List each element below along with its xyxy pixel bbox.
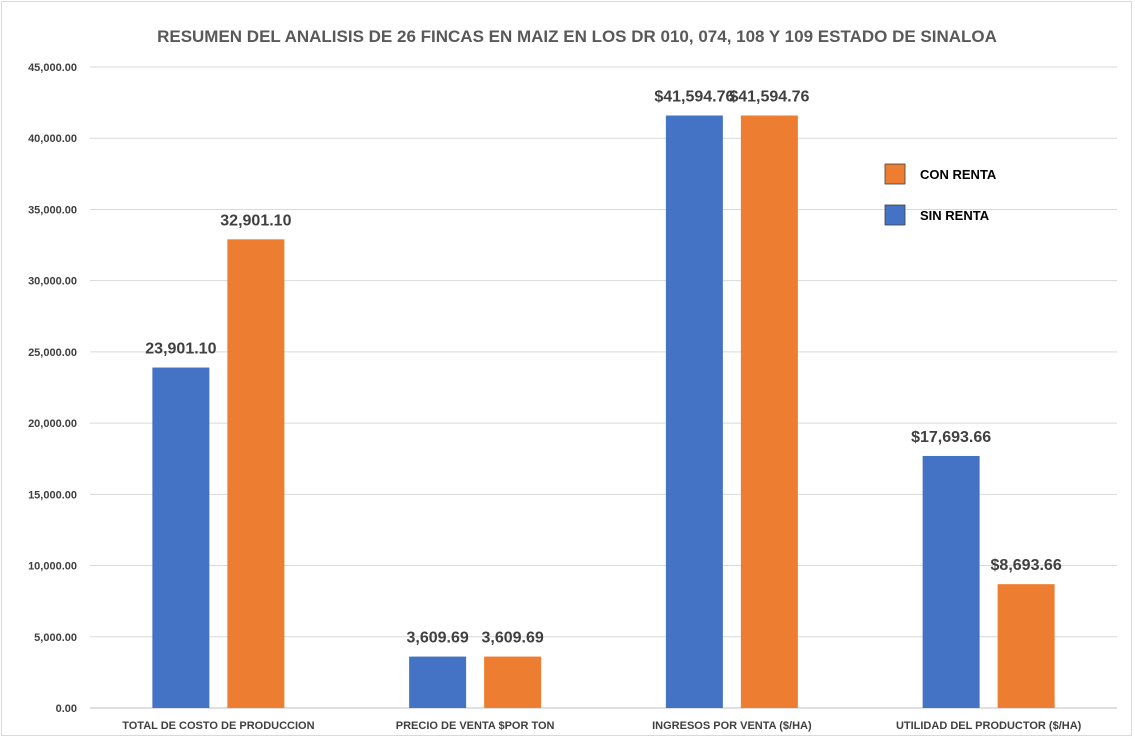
y-tick-label: 5,000.00: [34, 632, 77, 644]
bar-sin-renta: [409, 656, 467, 708]
y-tick-label: 10,000.00: [28, 561, 77, 573]
data-label: $41,594.76: [654, 89, 734, 106]
x-tick-label: INGRESOS POR VENTA ($/HA): [652, 720, 812, 732]
legend: CON RENTA SIN RENTA: [884, 163, 997, 226]
y-tick-label: 0.00: [56, 703, 77, 715]
data-label: 32,901.10: [220, 212, 291, 229]
legend-swatch: [884, 204, 906, 226]
y-axis-ticks: 0.00 5,000.00 10,000.00 15,000.00 20,000.00 2…: [28, 62, 77, 715]
data-label: $8,693.66: [991, 557, 1062, 574]
y-tick-label: 15,000.00: [28, 489, 77, 501]
bar-sin-renta: [152, 367, 210, 708]
y-tick-label: 45,000.00: [28, 62, 77, 74]
x-tick-label: PRECIO DE VENTA $POR TON: [396, 720, 555, 732]
bar-con-renta: [484, 656, 542, 708]
data-label: 23,901.10: [145, 341, 216, 358]
data-label: $17,693.66: [911, 429, 991, 446]
bar-sin-renta: [922, 455, 980, 708]
bar-con-renta: [997, 584, 1055, 708]
y-tick-label: 35,000.00: [28, 204, 77, 216]
chart-title: RESUMEN DEL ANALISIS DE 26 FINCAS EN MAI…: [157, 27, 997, 46]
x-tick-label: TOTAL DE COSTO DE PRODUCCION: [122, 720, 314, 732]
x-axis-ticks: TOTAL DE COSTO DE PRODUCCION PRECIO DE VE…: [122, 720, 1081, 732]
bar-con-renta: [227, 239, 285, 708]
data-label: 3,609.69: [481, 630, 543, 647]
bars: [152, 115, 1055, 709]
y-tick-label: 30,000.00: [28, 276, 77, 288]
legend-label: SIN RENTA: [920, 208, 990, 223]
x-tick-label: UTILIDAD DEL PRODUCTOR ($/HA): [896, 720, 1082, 732]
data-label: 3,609.69: [406, 630, 468, 647]
bar-con-renta: [740, 115, 798, 709]
data-label: $41,594.76: [729, 89, 809, 106]
y-tick-label: 25,000.00: [28, 347, 77, 359]
y-tick-label: 40,000.00: [28, 133, 77, 145]
bar-sin-renta: [665, 115, 723, 709]
legend-swatch: [884, 163, 906, 185]
data-labels: 23,901.10 32,901.10 3,609.69 3,609.69 $41,59…: [145, 89, 1062, 647]
legend-label: CON RENTA: [920, 167, 997, 182]
y-tick-label: 20,000.00: [28, 418, 77, 430]
